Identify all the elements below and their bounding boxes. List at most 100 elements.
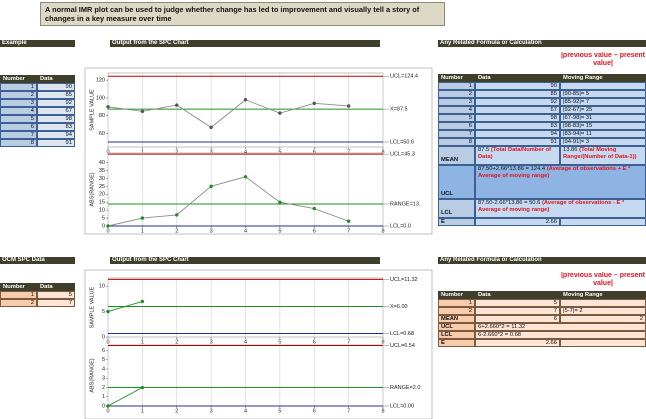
- table-cell: 2: [438, 90, 475, 98]
- table-cell: [560, 82, 646, 90]
- x-tick-label: 1: [141, 228, 144, 234]
- table-cell: 1: [0, 291, 37, 299]
- table-header: Moving Range: [560, 291, 646, 299]
- table-cell: 2.66: [475, 339, 560, 347]
- table-cell: |98-83|= 15: [560, 122, 646, 130]
- data-point: [312, 206, 316, 211]
- table-cell: 8: [438, 138, 475, 146]
- x-tick-label: 0: [106, 228, 109, 234]
- y-tick-label: 0: [102, 334, 105, 340]
- table-cell: |90-85|= 5: [560, 90, 646, 98]
- table-cell: 83: [37, 123, 75, 131]
- x-tick-label: 5: [278, 408, 281, 414]
- cell-text: 87.50-2.66*13.86 = 50.6: [478, 200, 541, 206]
- section-heading: Example: [0, 40, 75, 47]
- table-header: Data: [37, 75, 75, 83]
- y-tick-label: 5: [102, 309, 105, 315]
- table-cell: 6+2.660*2 = 11.32: [475, 323, 646, 331]
- data-point: [140, 216, 145, 220]
- y-tick-label: 15: [99, 200, 105, 206]
- table-cell: 67: [475, 106, 560, 114]
- x-tick-label: 2: [175, 149, 178, 155]
- data-point: [278, 111, 282, 115]
- table-cell: 90: [37, 83, 75, 91]
- table-cell: MEAN: [438, 315, 475, 323]
- table-cell: 67: [37, 107, 75, 115]
- x-tick-label: 1: [141, 339, 144, 345]
- table-cell: 2: [0, 299, 37, 307]
- limit-label: LCL=0.00: [390, 403, 414, 409]
- x-tick-label: 7: [347, 339, 350, 345]
- y-tick-label: 40: [99, 160, 105, 166]
- table-cell: 8: [0, 139, 37, 147]
- section-heading: Any Related Formula or Calculation: [438, 257, 646, 264]
- y-tick-label: 35: [99, 168, 105, 174]
- table-cell: 6-2.660*2 = 0.68: [475, 331, 646, 339]
- formula-title: |previous value – present value|: [560, 52, 646, 67]
- data-line: [107, 300, 143, 313]
- table-cell: 7: [438, 130, 475, 138]
- table-cell: 94: [37, 131, 75, 139]
- y-tick-label: 30: [99, 176, 105, 182]
- table-cell: 7: [475, 307, 560, 315]
- table-cell: 7: [0, 131, 37, 139]
- cell-note: (Total Data/Number of Data): [478, 147, 552, 160]
- table-cell: 83: [475, 122, 560, 130]
- table-cell: 2: [0, 91, 37, 99]
- table-cell: 85: [37, 91, 75, 99]
- data-point: [106, 224, 110, 228]
- x-tick-label: 3: [210, 149, 213, 155]
- table-cell: 92: [37, 99, 75, 107]
- table-cell: 98: [37, 115, 75, 123]
- table-cell: 3: [0, 99, 37, 107]
- cell-text: 87.50+2.66*13.86 = 124.4: [478, 166, 546, 172]
- table-cell: 5: [475, 299, 560, 307]
- table-cell: 6: [0, 123, 37, 131]
- table-cell: UCL: [438, 165, 475, 199]
- table-cell: 98: [475, 114, 560, 122]
- table-cell: |5-7|= 2: [560, 307, 646, 315]
- table-cell: 3: [438, 98, 475, 106]
- cell-note: (Average of observations - E * Average o…: [478, 200, 625, 213]
- table-cell: MEAN: [438, 146, 475, 165]
- table-cell: |83-94|= 11: [560, 130, 646, 138]
- x-tick-label: 7: [347, 149, 350, 155]
- formula-title: |previous value – present value|: [560, 272, 646, 287]
- x-tick-label: 6: [313, 228, 316, 234]
- y-tick-label: 25: [99, 184, 105, 190]
- table-cell: 7: [37, 299, 75, 307]
- limit-label: UCL=6.54: [390, 343, 415, 349]
- x-tick-label: 0: [106, 408, 109, 414]
- x-tick-label: 5: [278, 339, 281, 345]
- x-tick-label: 6: [313, 339, 316, 345]
- x-tick-label: 6: [313, 149, 316, 155]
- x-tick-label: 0: [106, 149, 109, 155]
- table-cell: |85-92|= 7: [560, 98, 646, 106]
- table-cell: 87.50+2.66*13.86 = 124.4 (Average of obs…: [475, 165, 646, 199]
- x-tick-label: 0: [106, 339, 109, 345]
- table-cell: 4: [0, 107, 37, 115]
- y-tick-label: 5: [102, 357, 105, 363]
- y-tick-label: 120: [96, 78, 105, 84]
- table-cell: 2.66: [475, 218, 560, 226]
- table-header: Data: [475, 74, 560, 82]
- data-point: [243, 175, 248, 179]
- table-cell: LCL: [438, 331, 475, 339]
- data-point: [243, 98, 248, 102]
- y-tick-label: 2: [102, 385, 105, 391]
- x-tick-label: 3: [210, 339, 213, 345]
- table-cell: 92: [475, 98, 560, 106]
- section-heading: OCM SPC Data: [0, 257, 75, 264]
- y-axis-label: ABS(RANGE): [89, 358, 95, 392]
- table-cell: 5: [438, 114, 475, 122]
- x-tick-label: 3: [210, 228, 213, 234]
- x-tick-label: 8: [381, 408, 384, 414]
- table-cell: 87.5 (Total Data/Number of Data): [475, 146, 560, 165]
- data-line: [107, 387, 143, 407]
- limit-label: UCL=11.32: [390, 277, 418, 283]
- table-header: Number: [438, 74, 475, 82]
- y-tick-label: 4: [102, 366, 105, 372]
- table-cell: 94: [475, 130, 560, 138]
- limit-label: UCL=124.4: [390, 74, 418, 80]
- data-line: [107, 176, 349, 227]
